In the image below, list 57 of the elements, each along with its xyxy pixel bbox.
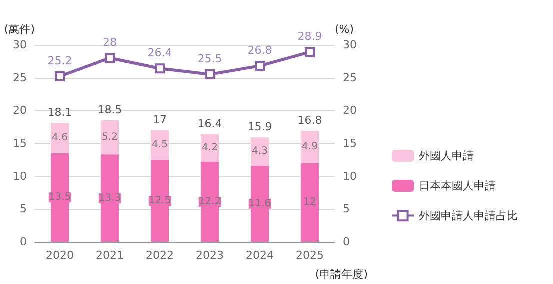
- data-label: 4.3: [252, 146, 268, 158]
- y-tick-label: 0: [20, 236, 27, 248]
- point: [155, 64, 165, 74]
- data-label: 13.3: [98, 192, 122, 204]
- data-label: 12.5: [148, 195, 172, 206]
- y2-axis-title: (%): [335, 23, 354, 36]
- y2-tick-label: 20: [343, 104, 357, 118]
- total-label: 18.5: [98, 104, 122, 117]
- y-axis-title: (萬件): [4, 23, 35, 36]
- data-label: 26.4: [148, 46, 172, 60]
- y-tick-label: 5: [20, 202, 27, 216]
- x-tick-label: 2022: [146, 249, 174, 262]
- data-label: 28.9: [298, 30, 322, 44]
- total-label: 18.1: [48, 106, 72, 120]
- data-label: 4.9: [302, 142, 318, 153]
- total-label: 16.8: [298, 114, 322, 128]
- y-tick-label: 20: [13, 104, 27, 118]
- total-label: 16.4: [198, 117, 222, 130]
- point: [55, 72, 65, 82]
- legend-label: 日本本國人申請: [419, 180, 496, 192]
- data-label: 4.6: [52, 132, 68, 144]
- x-tick-label: 2021: [96, 249, 124, 262]
- data-label: 13.5: [48, 192, 72, 204]
- y-tick-label: 30: [13, 38, 27, 52]
- y-tick-label: 15: [13, 137, 27, 150]
- data-label: 25.2: [48, 54, 72, 68]
- point: [255, 61, 265, 72]
- data-label: 4.2: [202, 142, 218, 154]
- y2-tick-label: 10: [343, 170, 357, 183]
- data-label: 12.2: [198, 196, 222, 208]
- y2-tick-label: 25: [343, 71, 357, 84]
- y-tick-label: 25: [13, 71, 27, 84]
- data-label: 28: [103, 36, 117, 50]
- legend-label: 外國人申請: [419, 150, 474, 162]
- data-label: 4.5: [152, 140, 168, 151]
- y-tick-label: 10: [13, 170, 27, 183]
- data-label: 11.6: [248, 198, 272, 210]
- data-label: 26.8: [248, 44, 272, 58]
- total-label: 17: [153, 113, 167, 126]
- point: [305, 47, 315, 58]
- x-tick-label: 2020: [46, 249, 74, 262]
- x-axis-title: (申請年度): [315, 268, 368, 281]
- point: [105, 53, 115, 64]
- y2-tick-label: 5: [343, 202, 350, 216]
- bar: [301, 163, 319, 242]
- data-label: 12: [304, 197, 316, 208]
- y2-tick-label: 30: [343, 38, 357, 52]
- total-label: 15.9: [248, 120, 272, 134]
- x-tick-label: 2024: [246, 249, 274, 262]
- legend-label: 外國申請人申請占比: [419, 209, 518, 222]
- x-tick-label: 2025: [296, 249, 324, 262]
- y2-tick-label: 0: [343, 236, 350, 248]
- x-tick-label: 2023: [196, 249, 224, 262]
- data-label: 5.2: [102, 132, 118, 144]
- point: [205, 70, 215, 80]
- data-label: 25.5: [198, 52, 222, 66]
- y2-tick-label: 15: [343, 137, 357, 150]
